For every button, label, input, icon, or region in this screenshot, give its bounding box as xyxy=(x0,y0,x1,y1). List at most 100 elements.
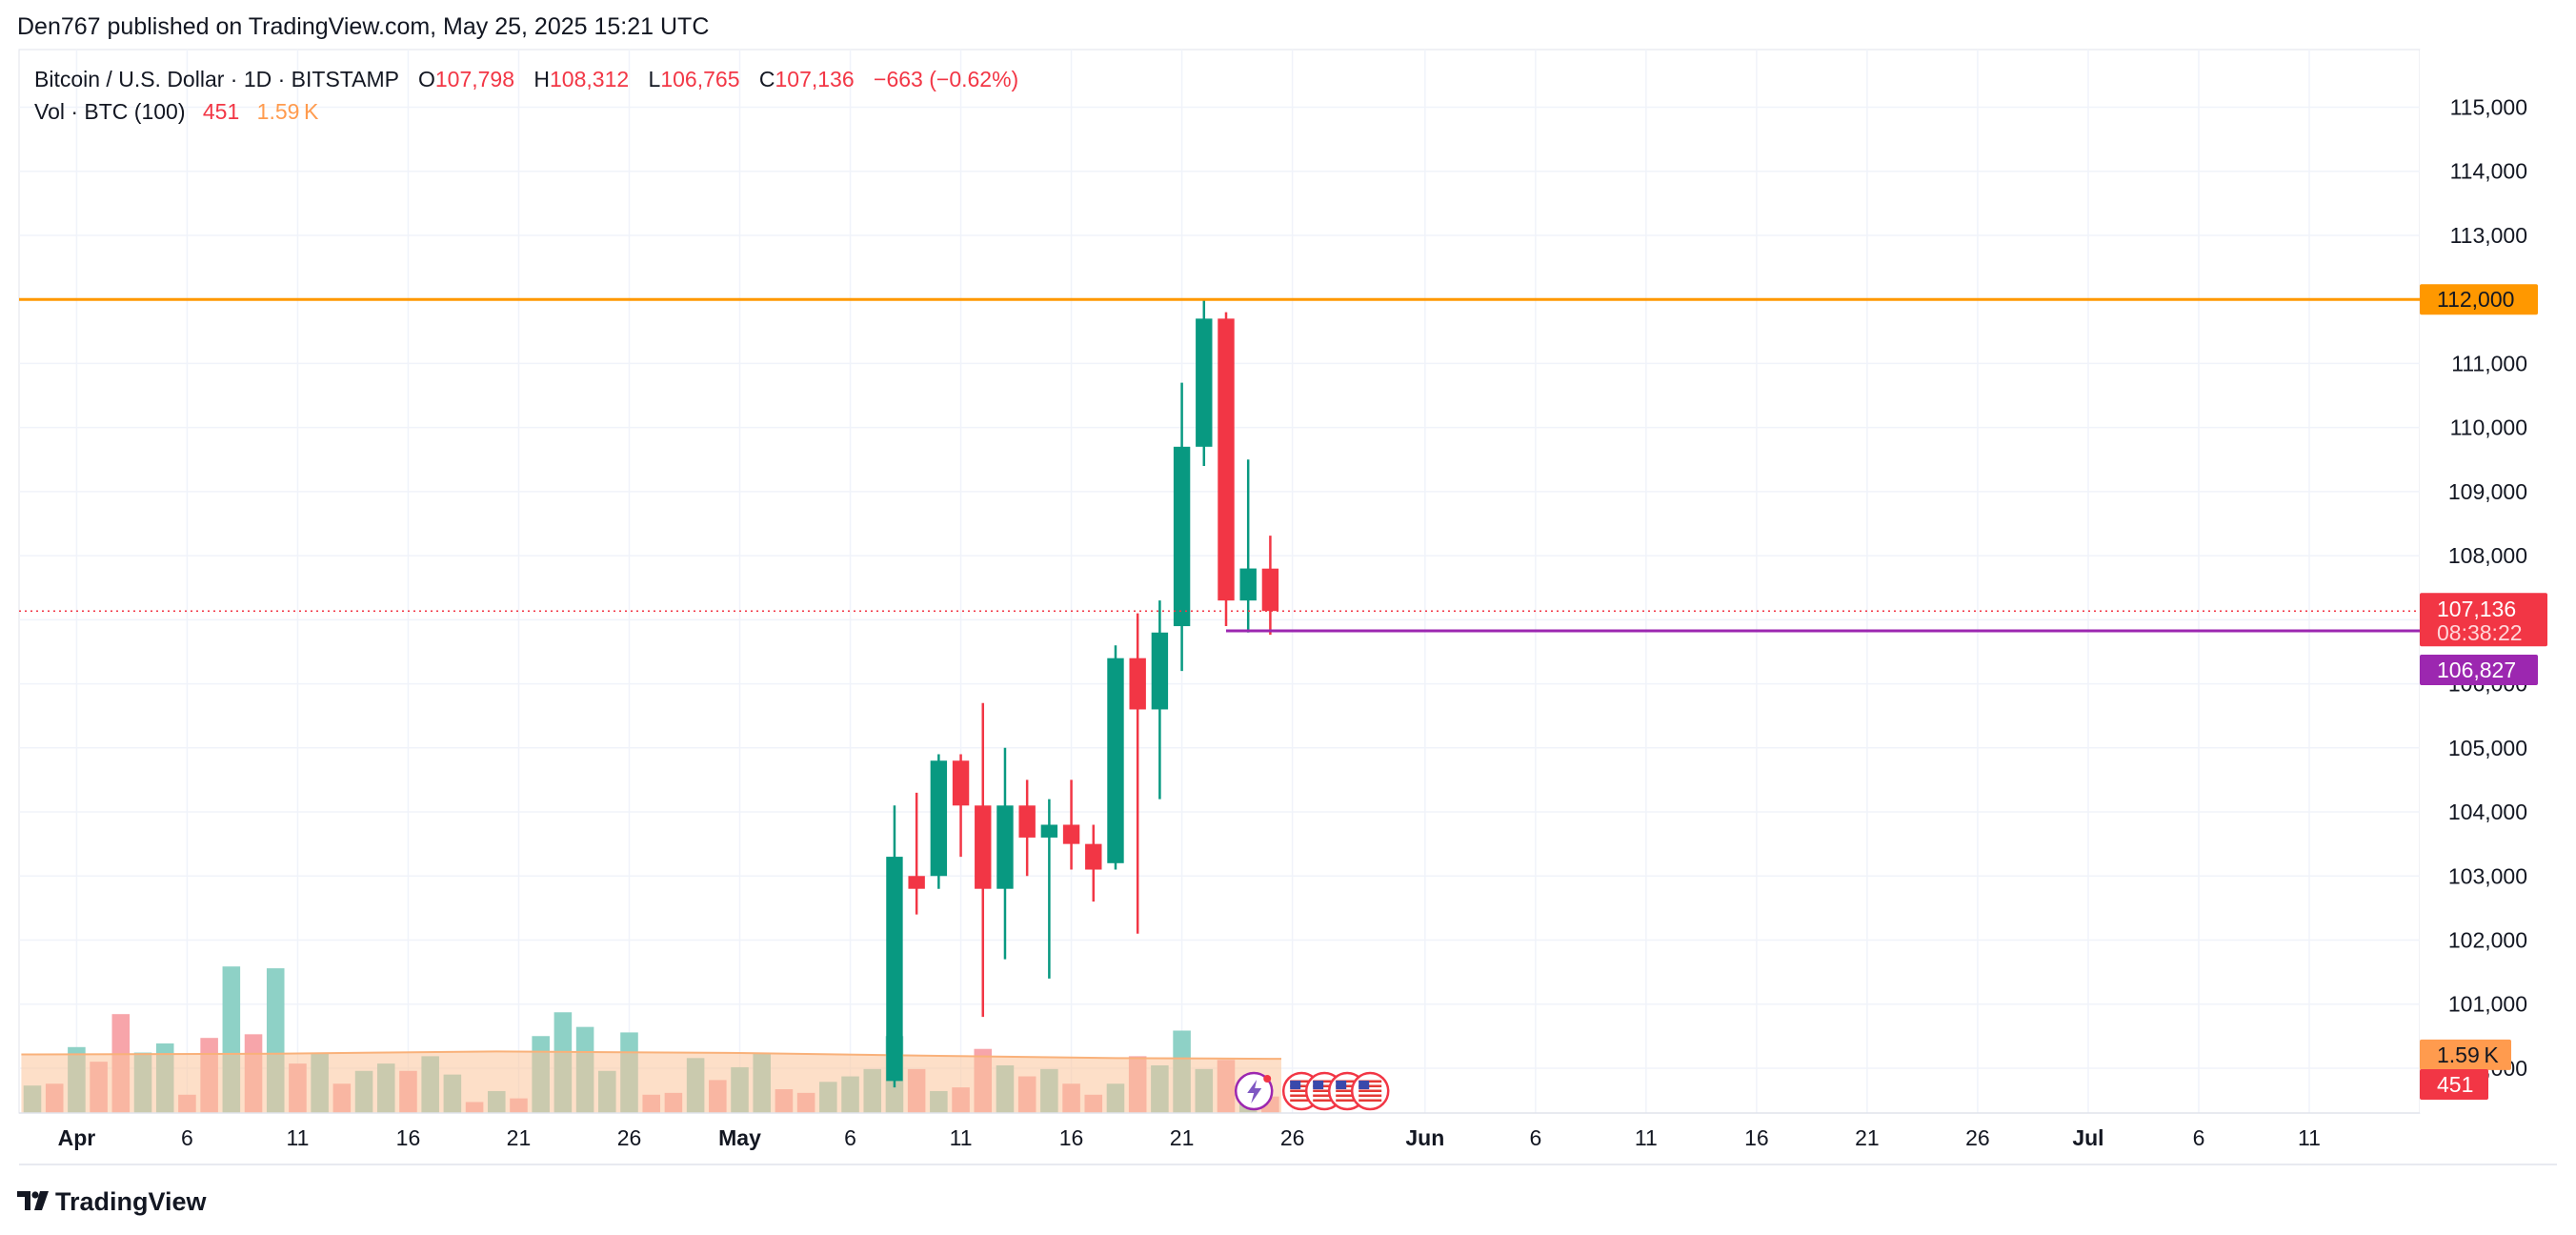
volume-ma-fill xyxy=(21,1051,1282,1113)
time-tick-label: May xyxy=(718,1125,761,1150)
candle-body xyxy=(1218,318,1235,601)
publisher-caption: Den767 published on TradingView.com, May… xyxy=(17,13,710,40)
candle-body xyxy=(908,876,925,889)
volume-ma-value: 1.59 K xyxy=(256,99,319,124)
time-tick-label: 21 xyxy=(507,1125,532,1150)
flag-stripe xyxy=(1290,1094,1314,1097)
candle-body xyxy=(996,805,1014,889)
event-dot xyxy=(1263,1075,1272,1083)
volume-ma-tag-bg xyxy=(2420,1039,2511,1070)
horizontal-lines xyxy=(19,297,2420,633)
support-price-tag-bg xyxy=(2420,654,2538,685)
flag-stripe xyxy=(1336,1094,1359,1097)
flag-stripe xyxy=(1290,1099,1314,1102)
time-tick-label: 16 xyxy=(396,1125,421,1150)
tradingview-logo-icon xyxy=(17,1187,50,1217)
time-tick-label: Jun xyxy=(1405,1125,1444,1150)
volume-ma-tag: 1.59 K xyxy=(2437,1043,2499,1067)
flag-stripe xyxy=(1336,1089,1359,1092)
time-tick-label: 6 xyxy=(844,1125,856,1150)
candle-body xyxy=(1239,568,1257,601)
flag-canton xyxy=(1358,1081,1370,1089)
flag-stripe xyxy=(1358,1094,1382,1097)
flag-stripe xyxy=(1358,1099,1382,1102)
price-tick-label: 115,000 xyxy=(2450,95,2527,120)
flag-stripe xyxy=(1336,1080,1359,1083)
flag-stripe xyxy=(1358,1080,1382,1083)
price-tick-label: 113,000 xyxy=(2450,223,2527,248)
price-tick-label: 108,000 xyxy=(2448,543,2527,568)
flag-canton xyxy=(1336,1081,1347,1089)
flag-stripe xyxy=(1358,1084,1382,1087)
last-price-tag-bg xyxy=(2420,593,2547,647)
volume-ma-line xyxy=(21,1050,1282,1061)
time-tick-label: 26 xyxy=(1280,1125,1305,1150)
open-value: 107,798 xyxy=(434,67,514,91)
price-axis-bg xyxy=(2420,50,2576,1113)
resistance-price-tag: 112,000 xyxy=(2437,287,2514,312)
candle-body xyxy=(1040,824,1058,838)
price-tick-label: 111,000 xyxy=(2451,351,2527,375)
candle-body xyxy=(1261,568,1279,612)
time-tick-label: 6 xyxy=(1529,1125,1541,1150)
flag-stripe xyxy=(1313,1099,1337,1102)
candle-body xyxy=(1085,843,1102,870)
low-key: L xyxy=(648,67,661,91)
price-tick-label: 109,000 xyxy=(2448,479,2527,504)
flag-canton xyxy=(1290,1081,1301,1089)
candle-body xyxy=(975,805,992,889)
close-value: 107,136 xyxy=(775,67,855,91)
time-tick-label: 11 xyxy=(286,1125,309,1150)
time-tick-label: 6 xyxy=(181,1125,193,1150)
flag-stripe xyxy=(1313,1094,1337,1097)
close-key: C xyxy=(758,67,775,91)
time-tick-label: 21 xyxy=(1170,1125,1195,1150)
candle-body xyxy=(1151,632,1169,710)
event-icons xyxy=(1234,1071,1390,1111)
open-key: O xyxy=(417,67,435,91)
low-value: 106,765 xyxy=(660,67,740,91)
time-tick-label: 16 xyxy=(1744,1125,1769,1150)
symbol-label: Bitcoin / U.S. Dollar · 1D · BITSTAMP xyxy=(34,67,399,91)
price-tick-label: 102,000 xyxy=(2448,927,2527,952)
flag-stripe xyxy=(1313,1080,1337,1083)
flag-stripe xyxy=(1290,1080,1314,1083)
volume-legend: Vol · BTC (100) 451 1.59 K xyxy=(34,99,318,125)
candle-body xyxy=(1196,318,1213,447)
time-tick-label: 11 xyxy=(1635,1125,1658,1150)
candle-body xyxy=(1018,805,1036,838)
price-tick-label: 101,000 xyxy=(2448,992,2527,1017)
support-price-tag: 106,827 xyxy=(2437,658,2516,682)
candle-body xyxy=(1129,658,1146,710)
time-tick-label: 11 xyxy=(950,1125,973,1150)
lightning-bolt xyxy=(1247,1080,1262,1103)
price-tick-label: 114,000 xyxy=(2450,159,2527,184)
time-tick-label: 26 xyxy=(1965,1125,1990,1150)
brand-name: TradingView xyxy=(55,1187,207,1216)
change-value: −663 (−0.62%) xyxy=(874,67,1019,91)
flag-stripe xyxy=(1313,1084,1337,1087)
candle-body xyxy=(886,857,903,1082)
last-price-tag: 107,136 xyxy=(2437,597,2516,621)
tradingview-logo[interactable]: TradingView xyxy=(17,1187,207,1217)
high-key: H xyxy=(533,67,551,91)
countdown-tag: 08:38:22 xyxy=(2437,620,2523,645)
time-axis: Apr 6 11 16 21 26 May 6 11 16 21 26 Jun 6 11 16 21 26 Jul 6… xyxy=(19,1112,2557,1165)
flag-stripe xyxy=(1313,1089,1337,1092)
volume-ma-area xyxy=(21,1050,1282,1113)
price-axis: 100,000101,000102,000103,000104,000105,0… xyxy=(2420,50,2576,1113)
time-tick-label: 6 xyxy=(2193,1125,2205,1150)
price-tick-label: 104,000 xyxy=(2448,800,2527,824)
flag-stripe xyxy=(1358,1089,1382,1092)
volume-value: 451 xyxy=(202,99,240,124)
flag-stripe xyxy=(1290,1089,1314,1092)
high-value: 108,312 xyxy=(550,67,630,91)
time-tick-label: Apr xyxy=(58,1125,96,1150)
ohlc-legend: Bitcoin / U.S. Dollar · 1D · BITSTAMP O1… xyxy=(34,67,1018,92)
resistance-price-tag-bg xyxy=(2420,284,2538,315)
candle-body xyxy=(930,760,948,877)
time-tick-label: 21 xyxy=(1855,1125,1880,1150)
price-tick-label: 103,000 xyxy=(2448,863,2527,888)
flag-stripe xyxy=(1290,1084,1314,1087)
